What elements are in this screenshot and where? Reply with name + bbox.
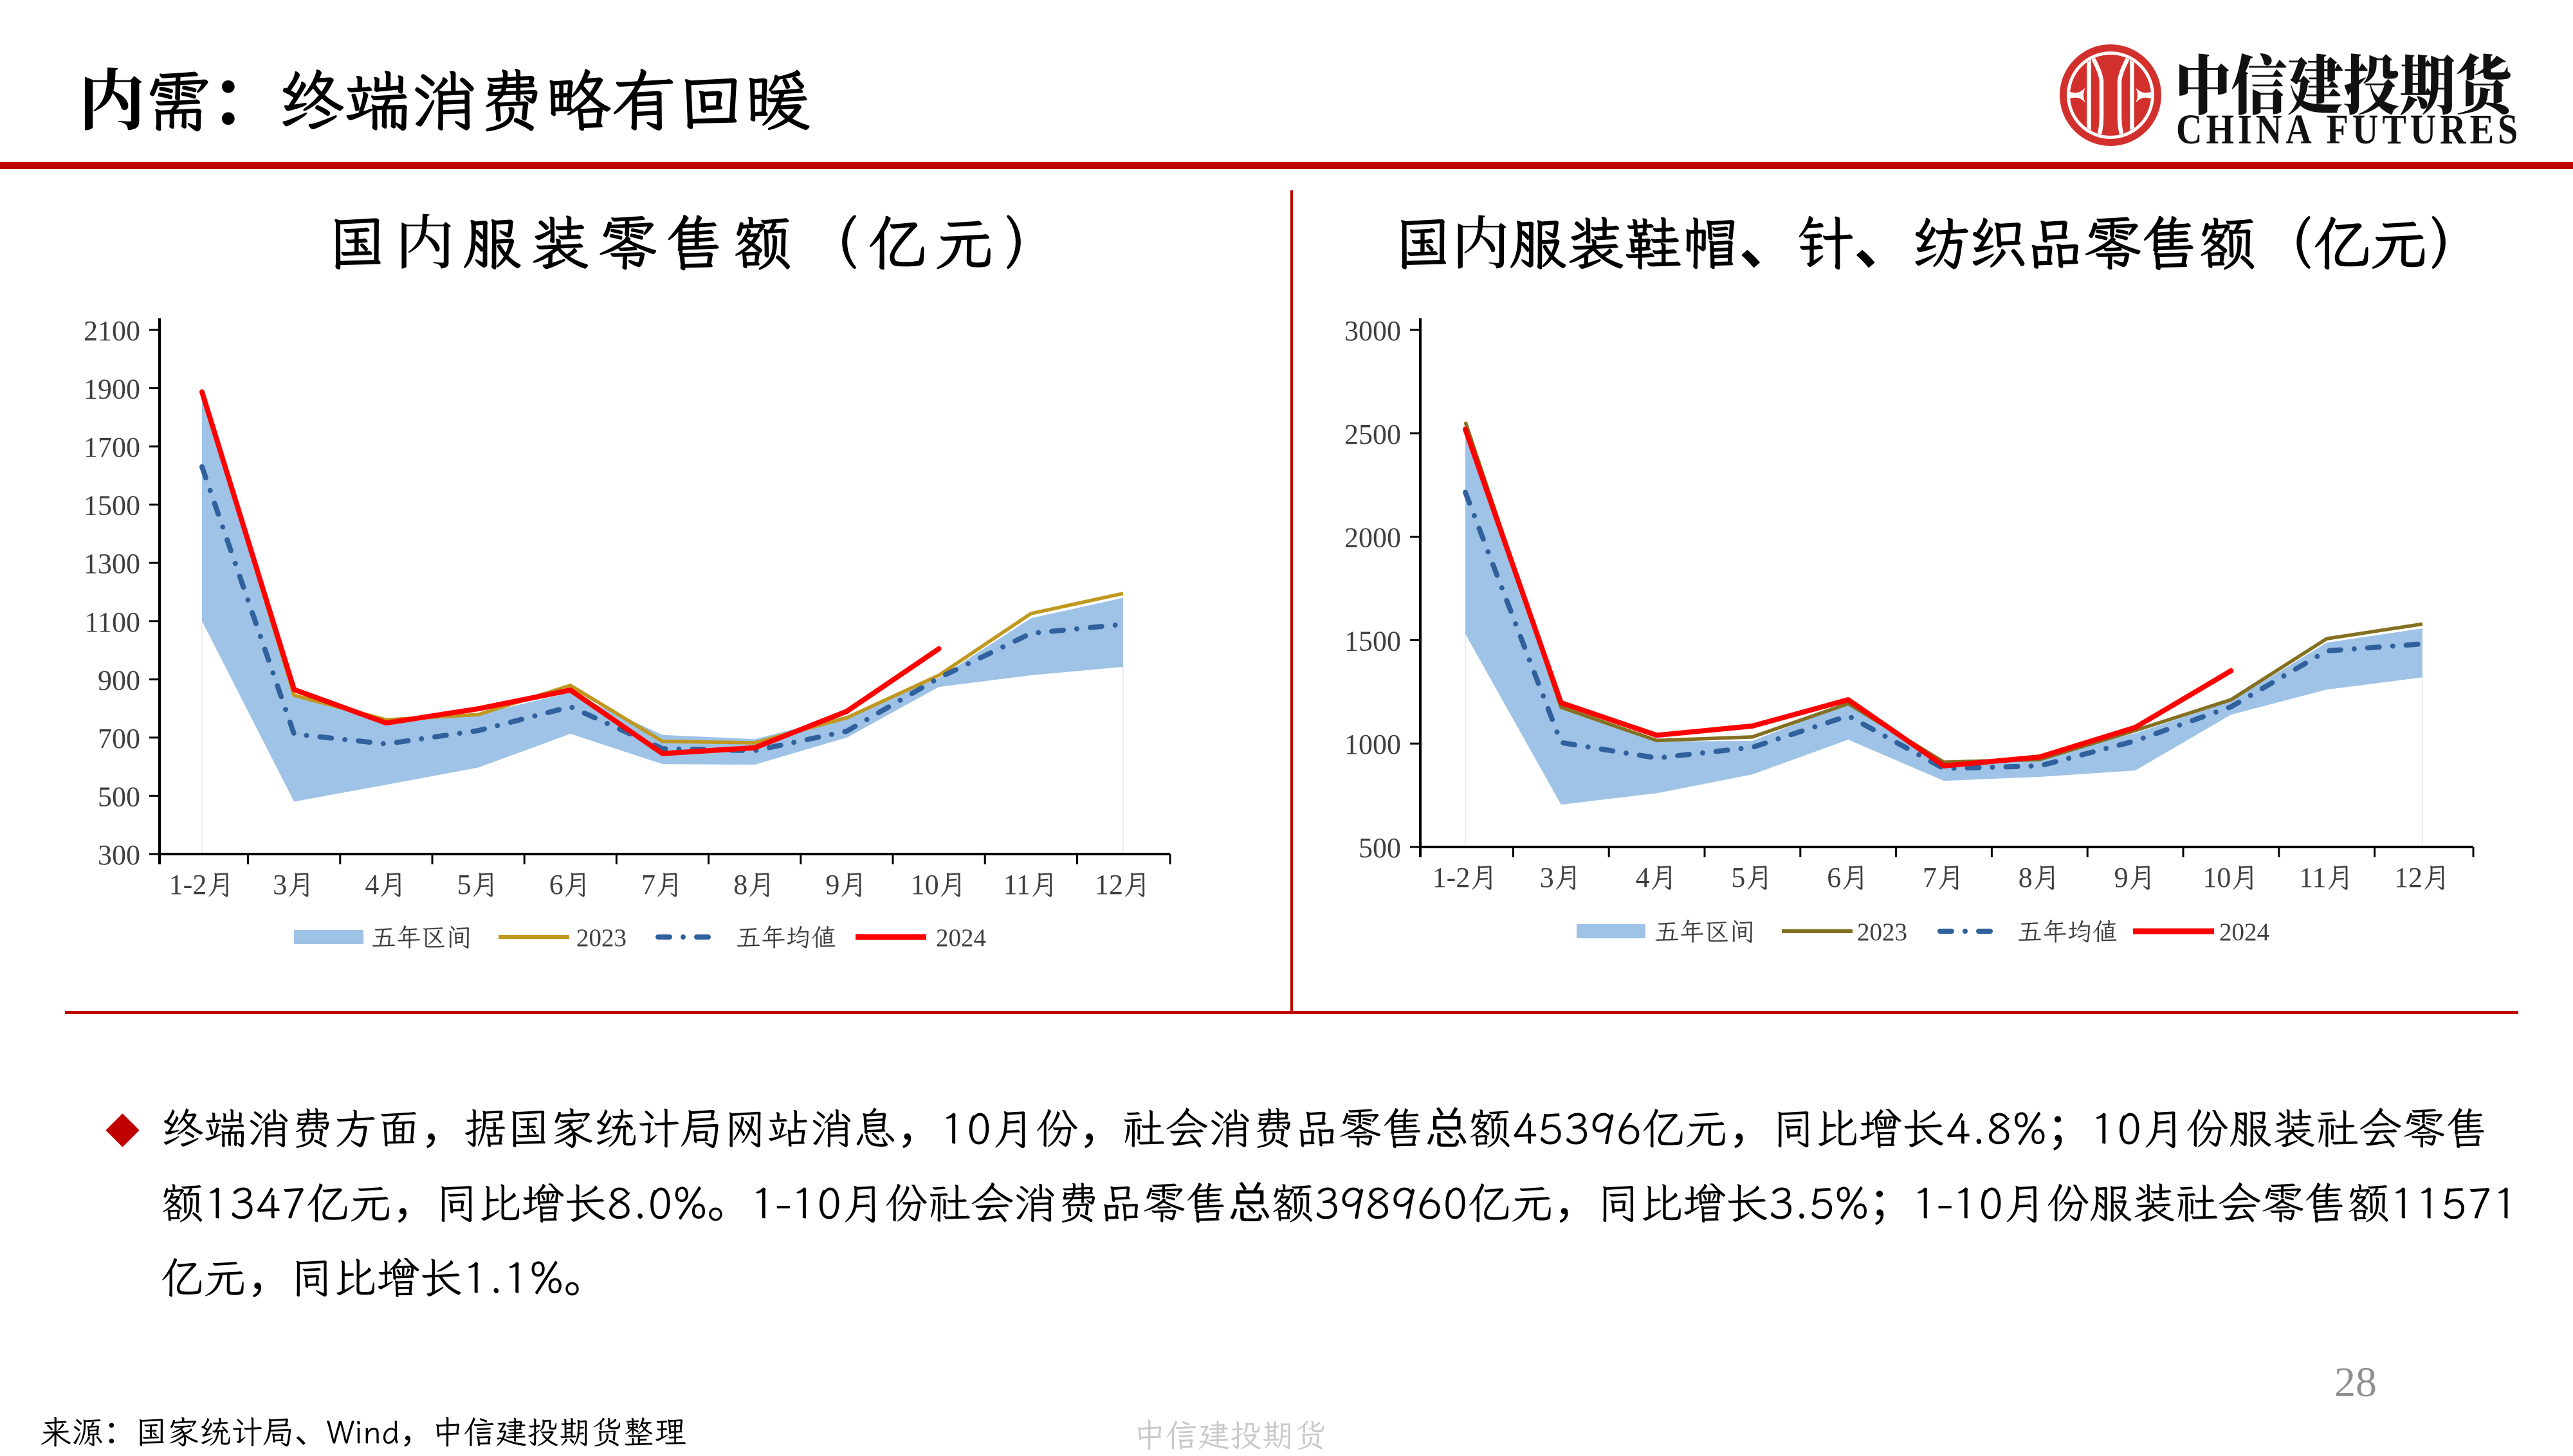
- svg-text:9月: 9月: [2114, 862, 2157, 893]
- svg-text:1-2月: 1-2月: [1433, 862, 1499, 893]
- svg-text:五年均值: 五年均值: [736, 924, 836, 952]
- svg-text:12月: 12月: [2394, 862, 2451, 893]
- svg-text:2023: 2023: [1857, 918, 1907, 946]
- svg-text:2000: 2000: [1344, 522, 1401, 554]
- svg-text:五年区间: 五年区间: [1654, 918, 1755, 946]
- svg-text:3月: 3月: [1540, 862, 1582, 893]
- svg-text:1-2月: 1-2月: [169, 869, 235, 900]
- svg-text:4月: 4月: [365, 869, 407, 900]
- svg-text:五年区间: 五年区间: [371, 924, 472, 952]
- svg-text:9月: 9月: [825, 869, 868, 900]
- svg-text:1300: 1300: [84, 548, 140, 579]
- svg-text:2100: 2100: [84, 315, 140, 347]
- svg-text:12月: 12月: [1095, 869, 1151, 900]
- svg-text:5月: 5月: [457, 869, 500, 900]
- svg-text:国内服装鞋帽、针、纺织品零售额（亿元）: 国内服装鞋帽、针、纺织品零售额（亿元）: [1395, 197, 2486, 280]
- svg-text:1900: 1900: [84, 374, 140, 405]
- svg-text:300: 300: [98, 839, 140, 871]
- svg-text:500: 500: [98, 781, 140, 812]
- svg-text:500: 500: [1359, 832, 1401, 864]
- svg-text:2500: 2500: [1344, 419, 1401, 450]
- svg-text:11月: 11月: [1003, 869, 1059, 900]
- svg-text:10月: 10月: [911, 869, 967, 900]
- svg-text:1500: 1500: [1344, 625, 1401, 657]
- svg-text:700: 700: [98, 723, 140, 754]
- svg-text:1500: 1500: [84, 490, 140, 522]
- svg-text:7月: 7月: [1923, 862, 1965, 893]
- svg-text:8月: 8月: [2019, 862, 2061, 893]
- svg-text:6月: 6月: [549, 869, 592, 900]
- svg-text:900: 900: [98, 664, 140, 696]
- svg-text:11月: 11月: [2299, 862, 2354, 893]
- svg-text:8月: 8月: [733, 869, 776, 900]
- svg-text:7月: 7月: [641, 869, 684, 900]
- svg-text:国内服装零售额（亿元）: 国内服装零售额（亿元）: [327, 196, 1070, 281]
- svg-text:3000: 3000: [1344, 315, 1401, 347]
- svg-text:1100: 1100: [85, 606, 140, 638]
- svg-text:6月: 6月: [1827, 862, 1869, 893]
- svg-text:3月: 3月: [273, 869, 315, 900]
- svg-text:2024: 2024: [936, 924, 986, 952]
- svg-text:1700: 1700: [84, 432, 140, 463]
- svg-text:2024: 2024: [2219, 918, 2269, 946]
- svg-text:1000: 1000: [1344, 729, 1401, 760]
- svg-text:4月: 4月: [1636, 862, 1678, 893]
- svg-text:10月: 10月: [2202, 862, 2259, 893]
- svg-text:2023: 2023: [576, 924, 627, 952]
- svg-text:五年均值: 五年均值: [2017, 918, 2118, 946]
- svg-text:5月: 5月: [1731, 862, 1773, 893]
